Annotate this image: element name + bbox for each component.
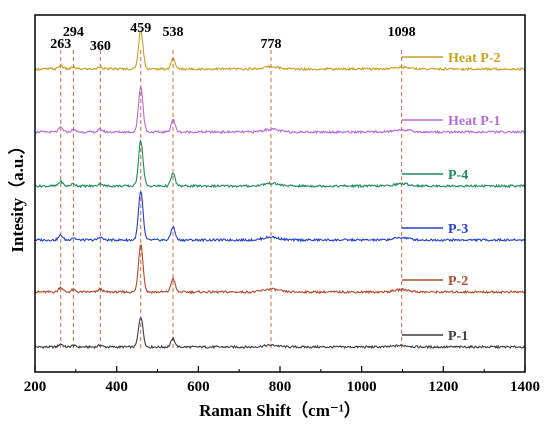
legend-label: P-4 [448,168,468,183]
legend-label: P-3 [448,222,468,237]
x-tick-label: 200 [24,379,47,395]
legend: P-1 P-2 P-3 P-4 Heat P-1 Heat P-2 [402,51,500,344]
y-axis-title: Intesity（a.u.） [7,137,27,252]
spectrum-line-p-3 [34,191,526,243]
peak-label: 294 [63,25,84,40]
peak-label: 1098 [388,25,416,40]
legend-label: P-2 [448,274,468,289]
legend-label: Heat P-2 [448,51,500,66]
x-tick-label: 1000 [347,379,377,395]
spectrum-line-p-1 [34,317,526,350]
x-axis: 200 400 600 800 1000 1200 1400 [24,366,540,395]
spectrum-line-heat-p-2 [34,30,526,72]
x-tick-label: 600 [187,379,210,395]
peak-label: 459 [130,21,151,36]
peak-label: 360 [90,39,111,54]
spectrum-line-p-4 [34,139,526,189]
spectrum-line-p-2 [34,244,526,295]
x-tick-label: 400 [105,379,128,395]
x-tick-label: 1400 [510,379,540,395]
x-tick-label: 800 [269,379,292,395]
spectrum-line-heat-p-1 [34,86,526,135]
legend-label: Heat P-1 [448,114,500,129]
peak-guide-lines [60,50,403,349]
legend-label: P-1 [448,329,468,344]
x-axis-title: Raman Shift（cm⁻¹） [199,400,361,420]
peak-label: 778 [261,37,282,52]
x-tick-label: 1200 [428,379,458,395]
peak-label: 263 [50,37,71,52]
peak-label: 538 [163,25,184,40]
spectrum-traces [34,30,526,350]
